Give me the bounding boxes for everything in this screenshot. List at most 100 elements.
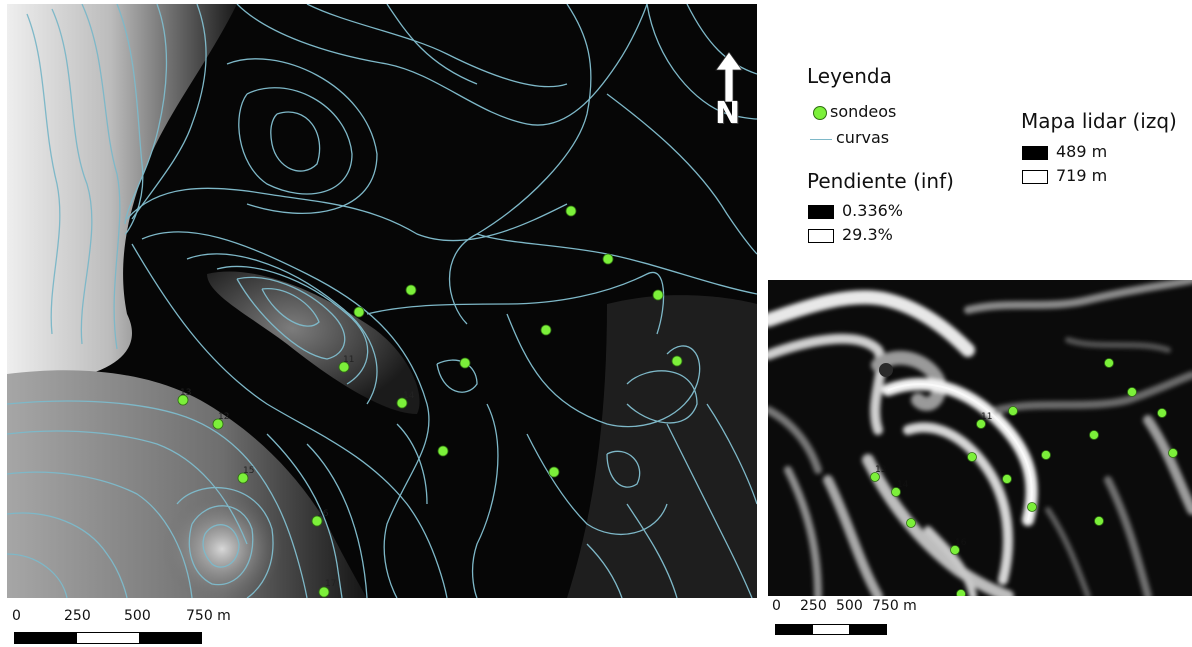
survey-point[interactable]	[437, 445, 449, 457]
lidar-legend-title: Mapa lidar (izq)	[1021, 109, 1177, 133]
contour-line	[626, 370, 698, 424]
contour-line	[188, 505, 254, 586]
contour-line	[626, 503, 678, 598]
contour-line	[646, 4, 757, 120]
terrain-hill-south	[162, 494, 282, 598]
survey-point[interactable]	[338, 361, 350, 373]
slope-band	[768, 333, 886, 435]
slope-band	[1143, 415, 1192, 515]
inset-survey-point[interactable]	[906, 518, 916, 528]
inset-survey-point[interactable]	[1127, 387, 1137, 397]
survey-point[interactable]	[237, 472, 249, 484]
inset-survey-point[interactable]	[956, 589, 966, 597]
survey-point[interactable]	[671, 355, 683, 367]
survey-point[interactable]	[652, 289, 664, 301]
slope-min-label: 0.336%	[842, 201, 904, 220]
slope-band	[1045, 507, 1091, 596]
inset-survey-points	[870, 358, 1178, 597]
contour-line	[448, 4, 592, 325]
contour-line	[306, 4, 568, 88]
contour-line	[261, 288, 320, 327]
contour-line	[7, 400, 308, 598]
contour-line	[236, 4, 648, 126]
survey-point[interactable]	[405, 284, 417, 296]
slope-band	[994, 371, 1192, 414]
inset-survey-point[interactable]	[976, 419, 986, 429]
survey-point[interactable]	[602, 253, 614, 265]
contour-line	[706, 403, 757, 505]
survey-point[interactable]	[212, 418, 224, 430]
inset-survey-point[interactable]	[1157, 408, 1167, 418]
inset-survey-point[interactable]	[1027, 502, 1037, 512]
inset-survey-point[interactable]	[1104, 358, 1114, 368]
point-label: 15	[243, 466, 254, 476]
scale-tick-label: 750 m	[186, 608, 231, 624]
inset-survey-point[interactable]	[870, 472, 880, 482]
contour-line	[586, 543, 623, 598]
survey-point[interactable]	[548, 466, 560, 478]
contour-line	[606, 450, 641, 488]
inset-survey-point[interactable]	[1089, 430, 1099, 440]
slope-map-canvas: 11 13 14 16	[768, 280, 1192, 596]
scale-tick-label: 250	[800, 598, 827, 614]
terrain-spur-central	[207, 271, 420, 414]
contour-line	[26, 13, 61, 335]
contour-line	[666, 423, 753, 598]
legend-line-symbol	[810, 139, 832, 140]
scale-bar-segments	[775, 624, 887, 635]
contour-line	[270, 111, 321, 172]
contour-line	[366, 271, 665, 335]
inset-survey-point[interactable]	[1094, 516, 1104, 526]
contour-line	[7, 471, 193, 598]
inset-point-label: 16	[955, 538, 967, 548]
inset-point-label: 14	[897, 480, 909, 490]
lidar-max-swatch	[1022, 170, 1048, 184]
legend-point-symbol	[813, 106, 827, 120]
slope-dark-knob	[879, 363, 893, 377]
point-label: 16	[317, 509, 329, 519]
survey-point[interactable]	[311, 515, 323, 527]
contour-line	[131, 243, 448, 598]
survey-point[interactable]	[396, 397, 408, 409]
inset-survey-point[interactable]	[1008, 406, 1018, 416]
scale-tick-label: 0	[12, 608, 21, 624]
inset-survey-point[interactable]	[891, 487, 901, 497]
survey-point[interactable]	[353, 306, 365, 318]
scale-segment	[776, 625, 813, 634]
contour-line	[186, 253, 378, 405]
contour-line	[124, 4, 168, 225]
survey-point[interactable]	[459, 357, 471, 369]
survey-point[interactable]	[565, 205, 577, 217]
slope-max-swatch	[808, 229, 834, 243]
survey-point[interactable]	[177, 394, 189, 406]
survey-points	[177, 205, 683, 598]
contour-line	[396, 423, 428, 505]
inset-survey-point[interactable]	[967, 452, 977, 462]
survey-point[interactable]	[540, 324, 552, 336]
slope-band	[964, 280, 1192, 314]
inset-survey-point[interactable]	[1002, 474, 1012, 484]
inset-survey-point[interactable]	[950, 545, 960, 555]
slope-band	[924, 526, 977, 596]
scale-bar-segments	[14, 632, 202, 644]
contour-line	[7, 512, 128, 598]
point-label: 11	[343, 355, 354, 365]
point-label: 12	[218, 412, 229, 422]
slope-band	[1065, 337, 1171, 353]
inset-survey-point[interactable]	[1168, 448, 1178, 458]
slope-ridge-line	[887, 383, 1033, 521]
scale-tick-label: 750 m	[872, 598, 917, 614]
inset-survey-point[interactable]	[1041, 450, 1051, 460]
slope-max-label: 29.3%	[842, 225, 893, 244]
north-arrow-icon	[715, 52, 743, 102]
contour-line	[526, 433, 668, 536]
slope-band	[784, 466, 822, 596]
inset-point-label: 11	[981, 412, 992, 422]
north-letter: N	[715, 96, 741, 131]
contour-line	[7, 430, 248, 545]
scale-segment	[77, 633, 139, 643]
slope-band	[768, 290, 975, 357]
point-label: 13	[180, 388, 191, 398]
contour-line	[81, 4, 121, 350]
survey-point[interactable]	[318, 586, 330, 598]
